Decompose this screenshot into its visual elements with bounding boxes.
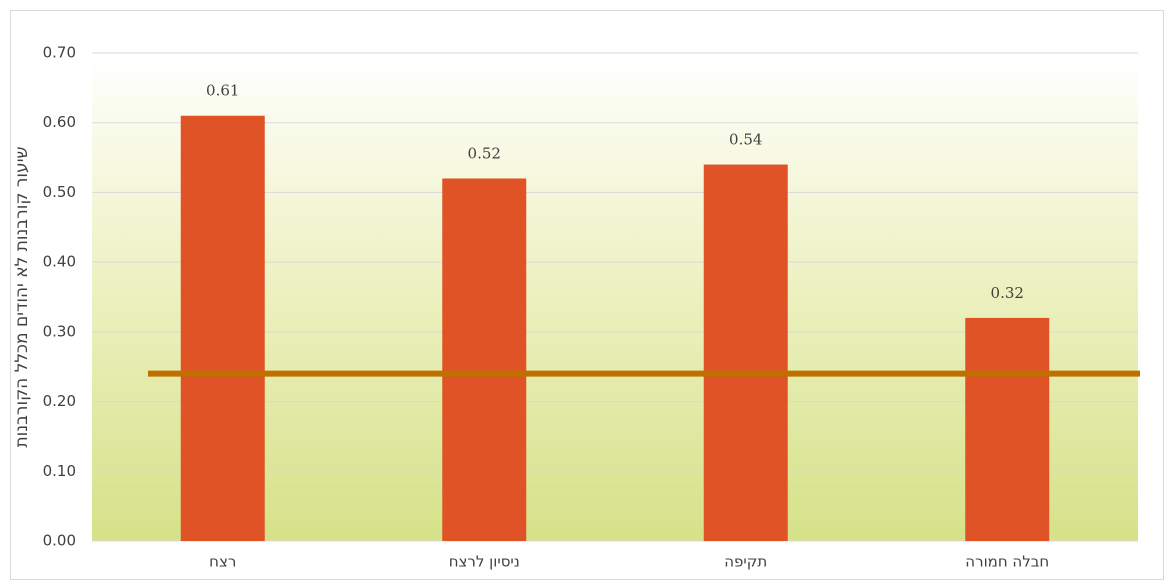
x-tick-label: חבלה חמורה (965, 553, 1049, 571)
plot-area (92, 53, 1138, 541)
y-tick-label: 0.00 (43, 532, 76, 550)
data-label: 0.52 (468, 144, 501, 162)
y-axis-title: שיעור קורבנות לא יהודים מכלל הקורבנות (12, 146, 32, 447)
data-label: 0.32 (991, 284, 1024, 302)
bar (180, 115, 265, 541)
y-tick-label: 0.40 (43, 253, 76, 271)
bar (442, 178, 527, 541)
bar (965, 317, 1050, 541)
y-tick-label: 0.70 (43, 44, 76, 62)
y-tick-label: 0.20 (43, 392, 76, 410)
x-tick-label: ניסיון לרצח (449, 553, 520, 571)
x-tick-label: רצח (209, 553, 236, 571)
data-label: 0.54 (729, 131, 762, 149)
y-tick-label: 0.50 (43, 183, 76, 201)
y-tick-label: 0.10 (43, 462, 76, 480)
y-tick-label: 0.60 (43, 113, 76, 131)
bar (703, 164, 788, 542)
data-label: 0.61 (206, 82, 239, 100)
y-tick-label: 0.30 (43, 322, 76, 340)
x-tick-label: תקיפה (724, 553, 767, 571)
